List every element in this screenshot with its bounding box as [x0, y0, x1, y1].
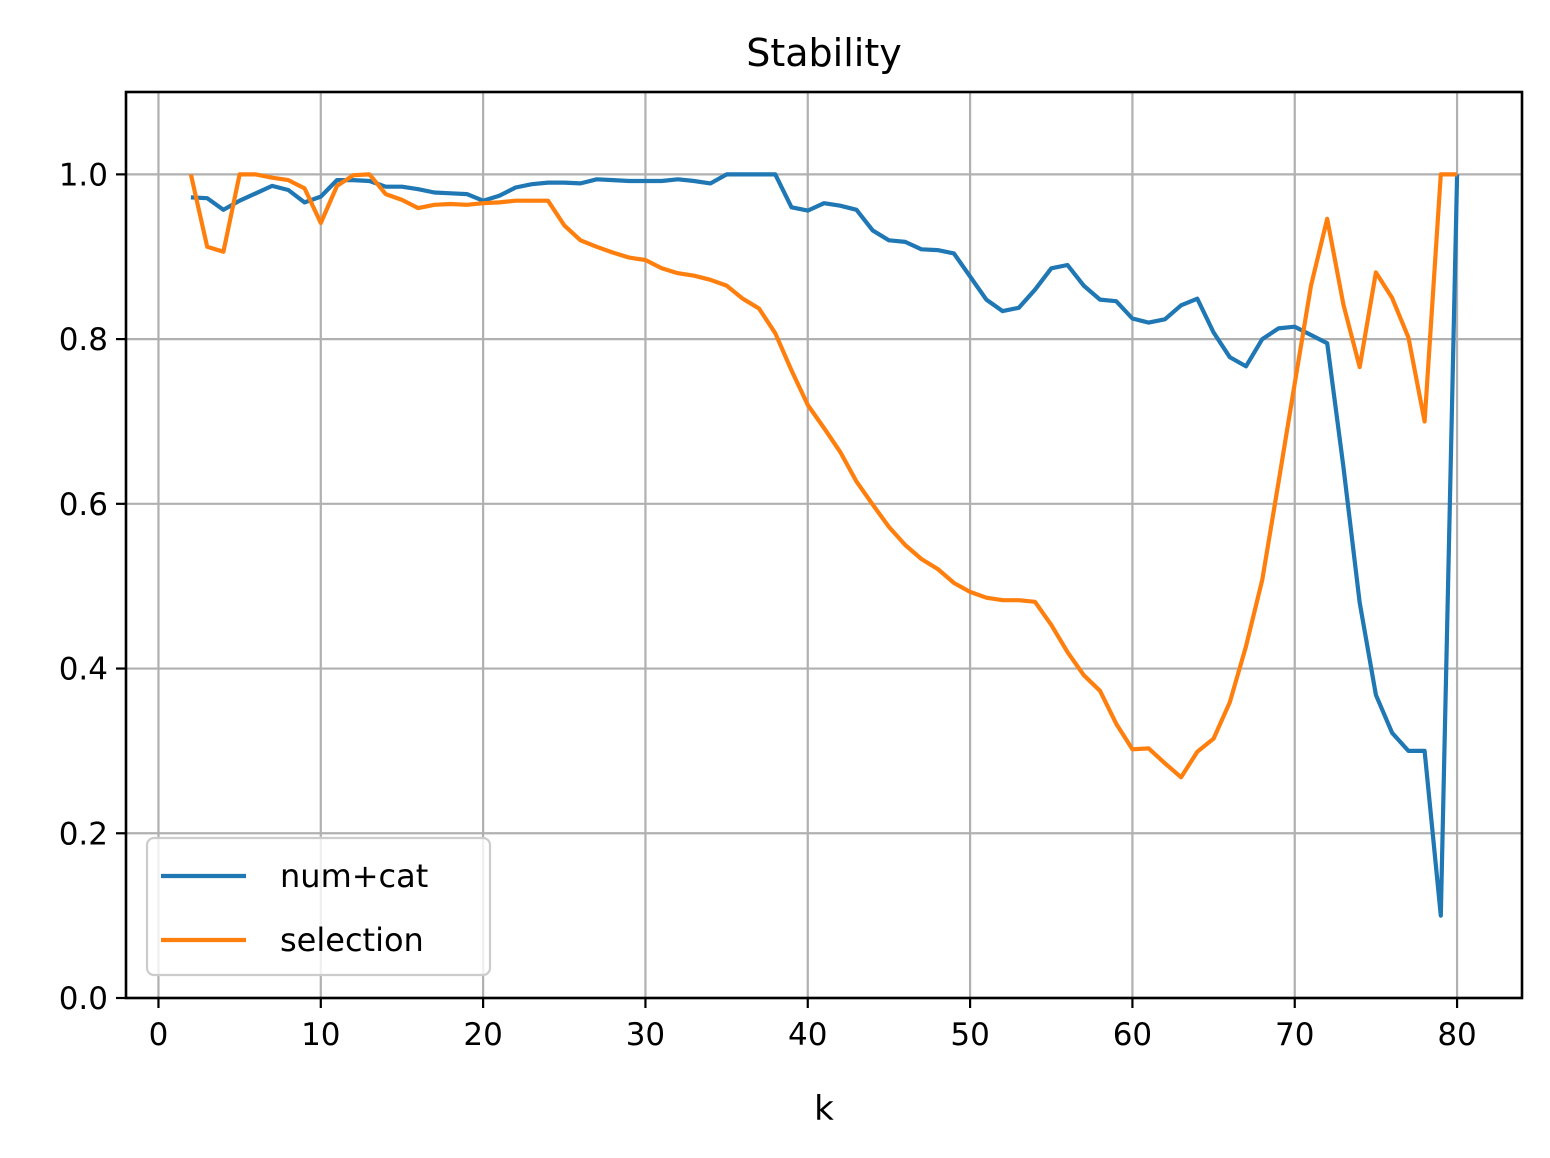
series-lines: [188, 172, 1460, 918]
x-axis-ticks: 0 10 20 30 40 50 60 70 80: [149, 998, 1477, 1053]
y-tick-label: 0.8: [59, 322, 108, 358]
x-tick-label: 40: [788, 1017, 827, 1053]
series-line-1: [188, 172, 1458, 780]
x-tick-label: 80: [1437, 1017, 1476, 1053]
x-tick-label: 20: [463, 1017, 502, 1053]
y-tick-label: 1.0: [59, 157, 108, 193]
x-axis-label: k: [814, 1089, 834, 1129]
y-tick-label: 0.0: [59, 981, 108, 1017]
x-tick-label: 50: [950, 1017, 989, 1053]
legend-label-1: selection: [280, 921, 424, 959]
y-tick-label: 0.2: [59, 816, 108, 852]
y-tick-label: 0.6: [59, 487, 108, 523]
grid: [126, 92, 1522, 1000]
chart-title: Stability: [746, 31, 902, 75]
x-tick-label: 30: [626, 1017, 665, 1053]
plot-frame: [124, 90, 1524, 1000]
y-axis-ticks: 0.0 0.2 0.4 0.6 0.8 1.0: [59, 157, 126, 1017]
x-tick-label: 10: [301, 1017, 340, 1053]
y-tick-label: 0.4: [59, 652, 108, 688]
legend: num+cat selection: [145, 836, 492, 977]
series-line-0: [190, 172, 1460, 918]
x-tick-label: 70: [1275, 1017, 1314, 1053]
x-tick-label: 60: [1113, 1017, 1152, 1053]
legend-label-0: num+cat: [280, 857, 428, 895]
x-tick-label: 0: [149, 1017, 169, 1053]
